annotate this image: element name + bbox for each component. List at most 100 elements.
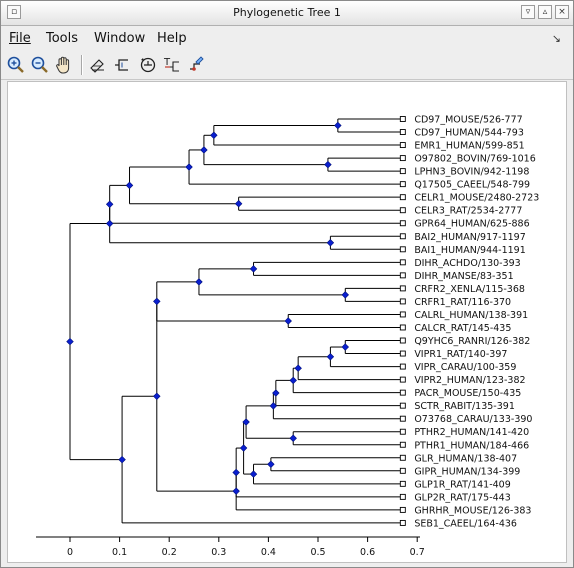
tree-node-marker[interactable] (105, 200, 114, 209)
menu-file[interactable]: File (9, 31, 31, 46)
tree-node-marker[interactable] (66, 337, 74, 346)
leaf-label[interactable]: O73768_CARAU/133-390 (414, 414, 532, 425)
leaf-label[interactable]: O97802_BOVIN/769-1016 (414, 154, 535, 165)
menu-tools[interactable]: Tools (46, 31, 78, 46)
text-label-icon[interactable]: T (161, 54, 183, 76)
tree-node-marker[interactable] (324, 160, 332, 169)
leaf-marker[interactable] (399, 415, 406, 422)
menu-window[interactable]: Window (94, 31, 145, 46)
tree-node-marker[interactable] (326, 239, 335, 247)
leaf-label[interactable]: SEB1_CAEEL/164-436 (414, 518, 517, 529)
leaf-marker[interactable] (399, 376, 406, 383)
tree-node-marker[interactable] (200, 146, 208, 154)
leaf-label[interactable]: BAI1_HUMAN/944-1191 (414, 245, 525, 256)
leaf-marker[interactable] (399, 129, 406, 135)
zoom-out-icon[interactable] (29, 54, 51, 76)
leaf-label[interactable]: GIPR_HUMAN/134-399 (414, 466, 520, 477)
leaf-marker[interactable] (399, 285, 406, 292)
tree-node-marker[interactable] (185, 163, 193, 171)
leaf-label[interactable]: DIHR_ACHDO/130-393 (414, 258, 520, 269)
leaf-label[interactable]: CALCR_RAT/145-435 (414, 323, 511, 334)
leaf-label[interactable]: GLP1R_RAT/141-409 (414, 479, 510, 490)
tree-node-marker[interactable] (232, 468, 240, 477)
leaf-marker[interactable] (399, 480, 406, 487)
leaf-label[interactable]: VIPR2_HUMAN/123-382 (414, 375, 525, 386)
leaf-marker[interactable] (399, 493, 406, 500)
leaf-label[interactable]: CD97_MOUSE/526-777 (414, 115, 522, 126)
tree-node-marker[interactable] (289, 434, 297, 442)
leaf-marker[interactable] (399, 389, 406, 396)
tree-node-marker[interactable] (234, 199, 243, 208)
window-menu-button[interactable]: ▫ (7, 5, 21, 19)
leaf-marker[interactable] (399, 181, 406, 188)
tree-node-marker[interactable] (341, 343, 350, 351)
tree-node-marker[interactable] (269, 402, 278, 410)
menu-arrow-icon[interactable]: ↘ (551, 32, 561, 45)
leaf-label[interactable]: VIPR_CARAU/100-359 (414, 362, 516, 373)
tree-node-marker[interactable] (272, 389, 280, 397)
edit-tree-icon[interactable] (87, 54, 109, 76)
menu-help[interactable]: Help (157, 31, 187, 46)
leaf-marker[interactable] (399, 506, 406, 513)
leaf-label[interactable]: GLP2R_RAT/175-443 (414, 492, 510, 503)
maximize-button[interactable]: ▵ (538, 5, 552, 19)
leaf-marker[interactable] (399, 467, 406, 474)
leaf-marker[interactable] (399, 233, 406, 240)
leaf-marker[interactable] (399, 116, 406, 122)
leaf-marker[interactable] (399, 207, 406, 214)
leaf-label[interactable]: CRFR2_XENLA/115-368 (414, 284, 525, 295)
leaf-label[interactable]: CELR3_RAT/2534-2777 (414, 206, 522, 217)
leaf-marker[interactable] (399, 246, 406, 253)
leaf-marker[interactable] (399, 311, 406, 318)
leaf-label[interactable]: PACR_MOUSE/150-435 (414, 388, 521, 399)
leaf-label[interactable]: PTHR2_HUMAN/141-420 (414, 427, 529, 438)
leaf-label[interactable]: LPHN3_BOVIN/942-1198 (414, 167, 529, 178)
tree-node-marker[interactable] (105, 219, 114, 228)
leaf-label[interactable]: DIHR_MANSE/83-351 (414, 271, 513, 282)
tree-node-marker[interactable] (153, 297, 161, 306)
tree-node-marker[interactable] (153, 392, 161, 401)
zoom-in-icon[interactable] (5, 54, 27, 76)
rotate-icon[interactable] (137, 54, 159, 76)
tree-node-marker[interactable] (232, 487, 240, 495)
leaf-label[interactable]: CD97_HUMAN/544-793 (414, 128, 524, 139)
tree-node-marker[interactable] (294, 364, 302, 372)
leaf-label[interactable]: PTHR1_HUMAN/184-466 (414, 440, 529, 451)
close-button[interactable]: × (555, 5, 569, 19)
leaf-marker[interactable] (399, 272, 406, 279)
leaf-marker[interactable] (399, 350, 406, 357)
tree-node-marker[interactable] (326, 353, 335, 361)
leaf-marker[interactable] (399, 402, 406, 409)
leaf-marker[interactable] (399, 363, 406, 370)
leaf-marker[interactable] (399, 298, 406, 305)
leaf-marker[interactable] (399, 324, 406, 331)
leaf-marker[interactable] (399, 441, 406, 448)
leaf-label[interactable]: CELR1_MOUSE/2480-2723 (414, 193, 539, 204)
leaf-label[interactable]: EMR1_HUMAN/599-851 (414, 141, 524, 152)
leaf-marker[interactable] (399, 220, 406, 227)
tree-node-marker[interactable] (249, 470, 258, 478)
tree-node-marker[interactable] (242, 418, 250, 426)
leaf-label[interactable]: CRFR1_RAT/116-370 (414, 297, 511, 308)
pan-hand-icon[interactable] (53, 54, 75, 76)
tree-node-marker[interactable] (267, 460, 275, 469)
leaf-label[interactable]: SCTR_RABIT/135-391 (414, 401, 515, 412)
tree-node-marker[interactable] (341, 291, 350, 299)
tree-node-marker[interactable] (289, 376, 297, 385)
show-rectangular-icon[interactable] (111, 54, 133, 76)
leaf-marker[interactable] (399, 337, 406, 344)
tree-node-marker[interactable] (239, 444, 248, 452)
leaf-label[interactable]: GPR64_HUMAN/625-886 (414, 219, 529, 230)
leaf-label[interactable]: BAI2_HUMAN/917-1197 (414, 232, 525, 243)
tree-node-marker[interactable] (284, 317, 292, 325)
leaf-label[interactable]: CALRL_HUMAN/138-391 (414, 310, 528, 321)
leaf-label[interactable]: Q17505_CAEEL/548-799 (414, 180, 530, 191)
leaf-marker[interactable] (399, 155, 406, 162)
leaf-marker[interactable] (399, 519, 406, 526)
leaf-label[interactable]: GLR_HUMAN/138-407 (414, 453, 517, 464)
leaf-marker[interactable] (399, 194, 406, 201)
tree-node-marker[interactable] (125, 181, 134, 190)
minimize-button[interactable]: ▿ (521, 5, 535, 19)
leaf-label[interactable]: GHRHR_MOUSE/126-383 (414, 505, 531, 516)
tree-node-marker[interactable] (195, 278, 203, 286)
